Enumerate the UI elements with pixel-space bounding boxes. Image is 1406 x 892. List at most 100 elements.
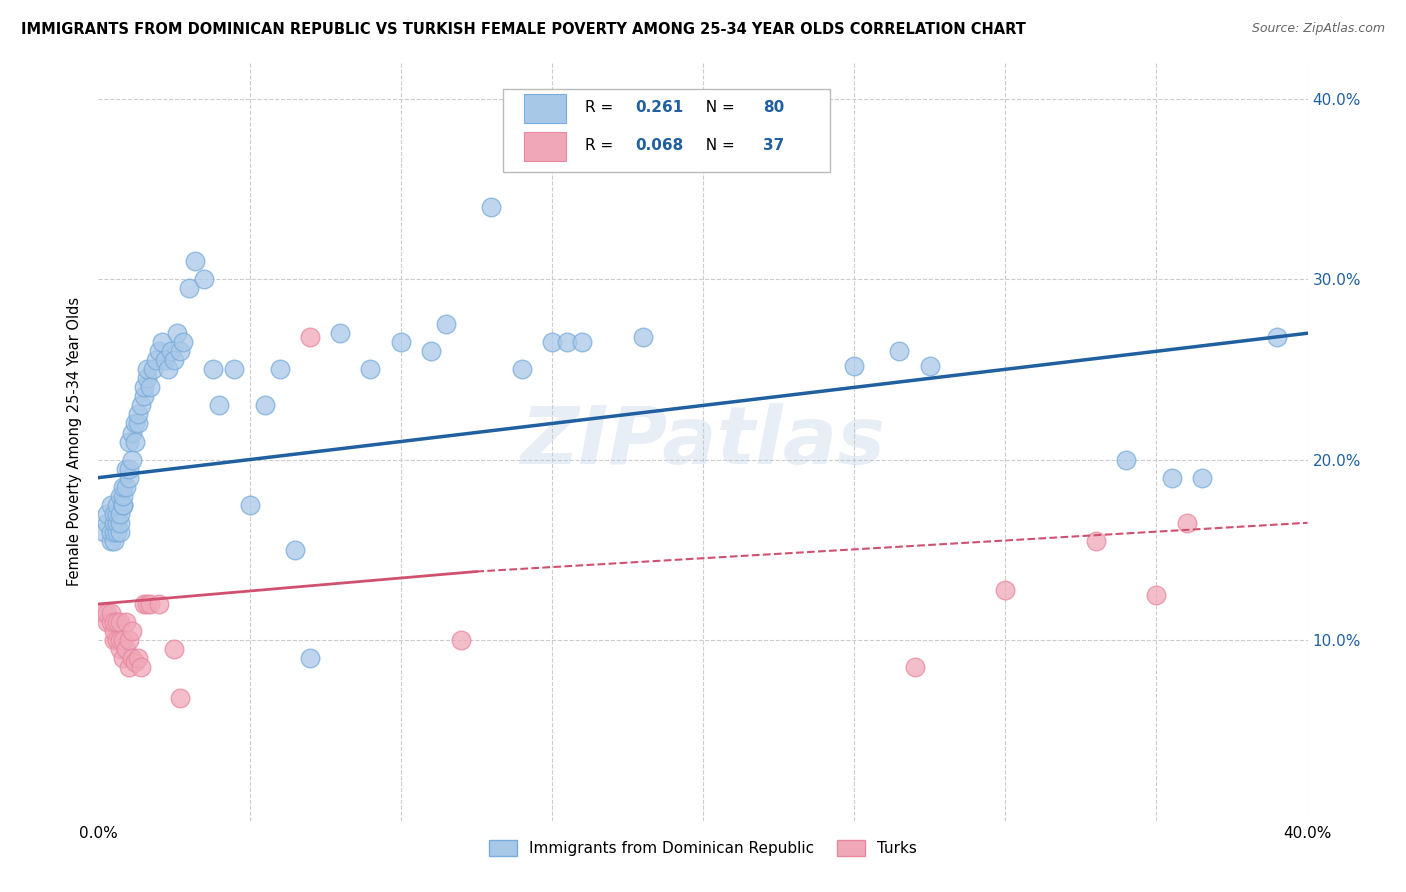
Point (105, 516, 128, 530)
Point (434, 317, 457, 331)
Point (114, 461, 136, 475)
Point (889, 344, 911, 359)
Point (166, 326, 188, 341)
Point (450, 633, 472, 648)
Point (360, 362, 382, 376)
Text: N =: N = (696, 137, 740, 153)
Point (150, 335, 173, 350)
Point (389, 335, 412, 350)
Point (108, 507, 131, 521)
Point (105, 507, 128, 521)
Point (103, 507, 125, 521)
Point (105, 633, 128, 648)
Point (118, 633, 141, 648)
Point (284, 542, 307, 557)
Y-axis label: Female Poverty Among 25-34 Year Olds: Female Poverty Among 25-34 Year Olds (67, 297, 83, 586)
Point (169, 690, 191, 705)
Point (124, 417, 146, 431)
Point (269, 362, 291, 376)
Point (1160, 470, 1182, 484)
Point (114, 615, 136, 629)
Text: IMMIGRANTS FROM DOMINICAN REPUBLIC VS TURKISH FEMALE POVERTY AMONG 25-34 YEAR OL: IMMIGRANTS FROM DOMINICAN REPUBLIC VS TU… (21, 22, 1026, 37)
Point (100, 533, 122, 548)
Point (96, 507, 118, 521)
Point (239, 498, 262, 512)
Point (108, 516, 131, 530)
Point (93, 524, 115, 539)
Text: R =: R = (585, 137, 617, 153)
Point (103, 516, 125, 530)
Point (103, 624, 125, 639)
Point (481, 200, 503, 214)
Point (184, 254, 207, 268)
Text: ZIPatlas: ZIPatlas (520, 402, 886, 481)
Point (148, 597, 170, 611)
Text: R =: R = (585, 100, 617, 115)
Point (844, 359, 866, 373)
Point (299, 651, 322, 665)
Point (129, 660, 152, 674)
Point (224, 362, 246, 376)
Point (142, 362, 165, 376)
Text: 37: 37 (763, 137, 785, 153)
Point (124, 655, 146, 669)
Point (139, 597, 162, 611)
Point (100, 498, 122, 512)
Text: 0.068: 0.068 (636, 137, 683, 153)
Point (103, 524, 125, 539)
Text: 80: 80 (763, 100, 785, 115)
Point (124, 434, 146, 449)
Point (994, 582, 1017, 597)
Point (121, 452, 143, 467)
Legend: Immigrants from Dominican Republic, Turks: Immigrants from Dominican Republic, Turk… (484, 834, 922, 863)
Point (163, 353, 186, 368)
Point (127, 651, 149, 665)
Point (114, 480, 136, 494)
Point (179, 281, 201, 295)
Point (904, 660, 927, 674)
Point (108, 633, 131, 648)
Point (145, 353, 167, 368)
Point (108, 642, 131, 657)
Point (93, 606, 115, 620)
Point (571, 335, 593, 350)
Point (160, 344, 183, 359)
Point (114, 642, 136, 657)
Point (100, 524, 122, 539)
Point (172, 335, 194, 350)
Point (129, 399, 152, 413)
Point (153, 353, 176, 368)
FancyBboxPatch shape (524, 95, 567, 123)
Point (111, 498, 134, 512)
Point (169, 344, 191, 359)
Point (103, 615, 125, 629)
Point (148, 344, 170, 359)
Point (555, 335, 578, 350)
Text: N =: N = (696, 100, 740, 115)
Point (100, 606, 122, 620)
Point (420, 344, 443, 359)
Point (132, 389, 155, 403)
FancyBboxPatch shape (524, 132, 567, 161)
Point (132, 380, 155, 394)
Point (1267, 330, 1289, 344)
Point (299, 330, 322, 344)
Point (105, 615, 128, 629)
Point (918, 359, 941, 373)
Point (105, 498, 128, 512)
Point (127, 417, 149, 431)
Point (193, 272, 215, 286)
Point (540, 335, 562, 350)
Point (121, 624, 143, 639)
Point (118, 660, 141, 674)
Point (253, 399, 276, 413)
Point (105, 524, 128, 539)
Point (135, 597, 157, 611)
Point (108, 524, 131, 539)
Point (111, 633, 134, 648)
Point (1085, 533, 1108, 548)
Point (108, 489, 131, 503)
Point (202, 362, 225, 376)
Point (96, 606, 118, 620)
Point (163, 642, 186, 657)
